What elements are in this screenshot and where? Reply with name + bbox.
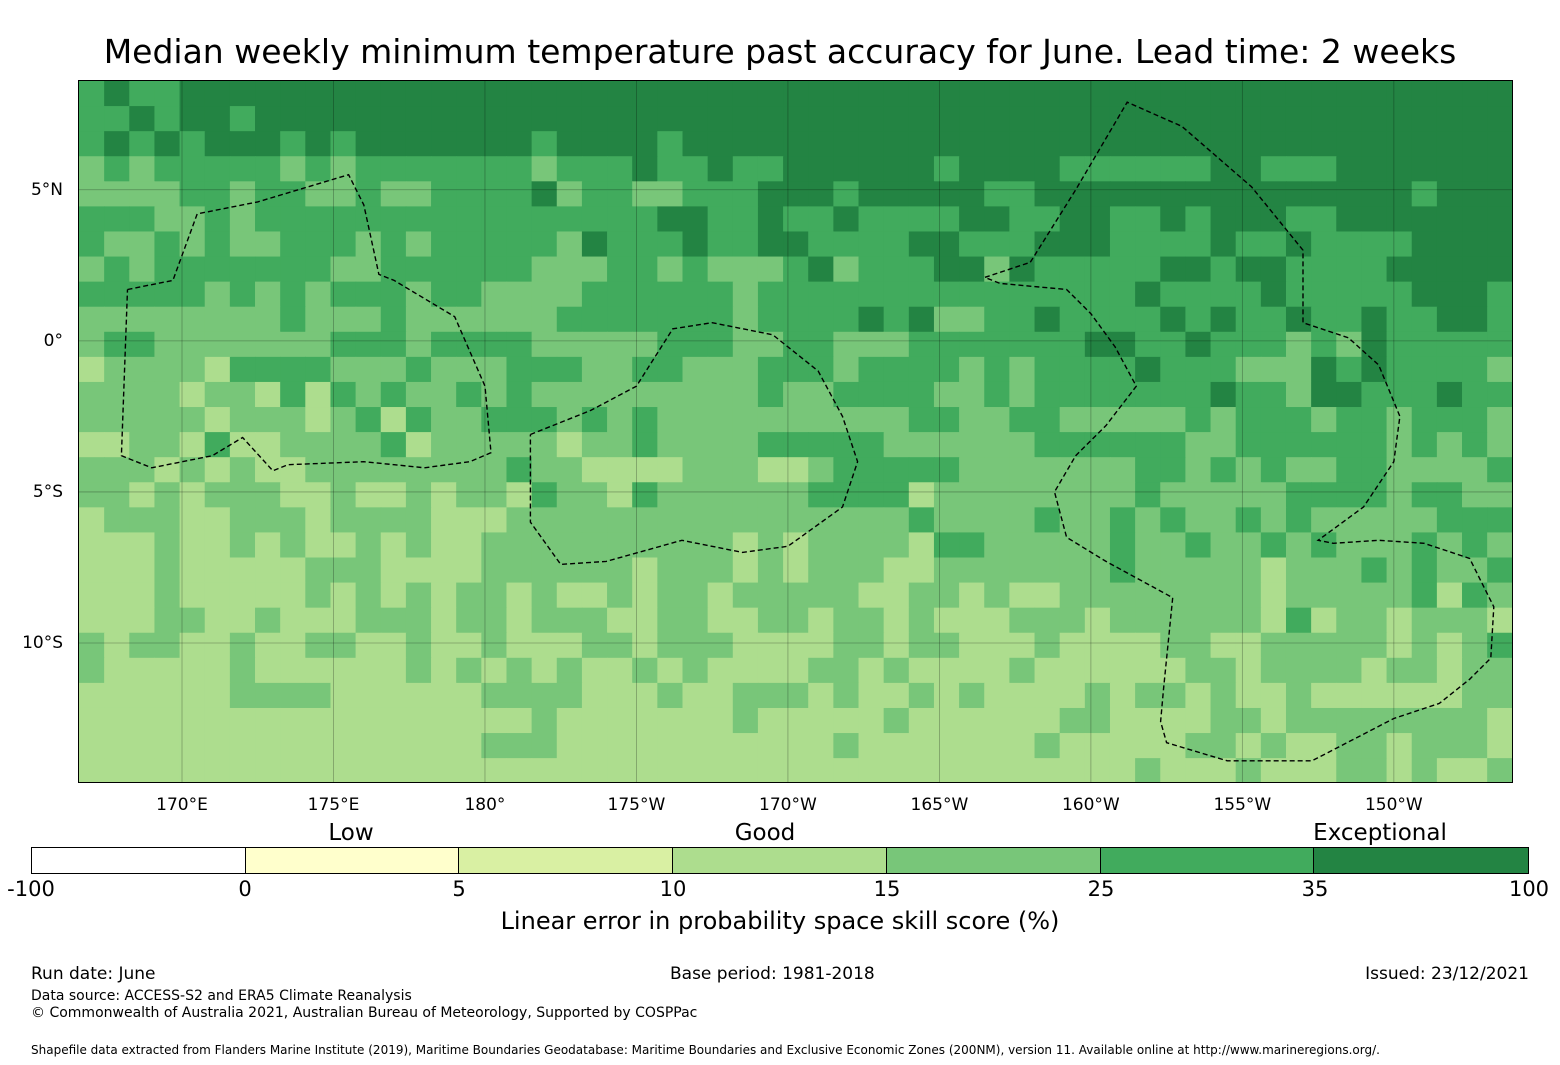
colorbar-tick: 10 xyxy=(659,877,687,901)
issued-date: Issued: 23/12/2021 xyxy=(1365,964,1529,984)
skill-grid xyxy=(79,81,1512,782)
eez-boundary xyxy=(529,321,859,566)
shapefile-note: Shapefile data extracted from Flanders M… xyxy=(31,1043,1380,1057)
colorbar-label: Linear error in probability space skill … xyxy=(500,907,1060,935)
colorbar-segment xyxy=(886,848,1101,873)
latitude-tick: 0° xyxy=(43,330,63,351)
category-low: Low xyxy=(328,820,374,846)
colorbar-tick: 35 xyxy=(1301,877,1329,901)
map-canvas xyxy=(79,81,1512,782)
longitude-tick: 170°W xyxy=(759,795,817,815)
longitude-tick: 180° xyxy=(464,795,506,815)
run-date: Run date: June xyxy=(31,964,156,984)
colorbar-tick: 25 xyxy=(1087,877,1115,901)
colorbar-segment xyxy=(32,848,246,873)
category-exceptional: Exceptional xyxy=(1313,820,1447,846)
colorbar xyxy=(31,847,1529,874)
colorbar-segment xyxy=(1100,848,1315,873)
colorbar-tick: 100 xyxy=(1508,877,1550,901)
category-good: Good xyxy=(734,820,796,846)
colorbar-tick: 15 xyxy=(873,877,901,901)
eez-boundary xyxy=(982,101,1495,762)
longitude-tick: 165°W xyxy=(910,795,969,815)
latitude-tick: 5°S xyxy=(32,481,63,502)
longitude-tick: 160°W xyxy=(1061,795,1120,815)
colorbar-tick: 5 xyxy=(452,877,466,901)
longitude-tick: 155°W xyxy=(1213,795,1272,815)
latitude-tick: 5°N xyxy=(30,179,63,200)
base-period: Base period: 1981-2018 xyxy=(670,964,875,984)
longitude-tick: 175°E xyxy=(307,795,360,815)
colorbar-segment xyxy=(673,848,887,873)
eez-boundary xyxy=(120,173,492,472)
copyright: © Commonwealth of Australia 2021, Austra… xyxy=(31,1005,698,1021)
longitude-tick: 150°W xyxy=(1364,795,1423,815)
latitude-tick: 10°S xyxy=(22,633,63,653)
colorbar-segment xyxy=(245,848,460,873)
longitude-tick: 175°W xyxy=(607,795,666,815)
longitude-tick: 170°E xyxy=(156,795,208,815)
map-title: Median weekly minimum temperature past a… xyxy=(103,32,1457,71)
data-source: Data source: ACCESS-S2 and ERA5 Climate … xyxy=(31,988,412,1004)
colorbar-segment xyxy=(1314,848,1529,873)
skill-score-map xyxy=(78,80,1513,783)
colorbar-segment xyxy=(459,848,674,873)
colorbar-tick: -100 xyxy=(7,877,55,901)
colorbar-tick: 0 xyxy=(238,877,252,901)
